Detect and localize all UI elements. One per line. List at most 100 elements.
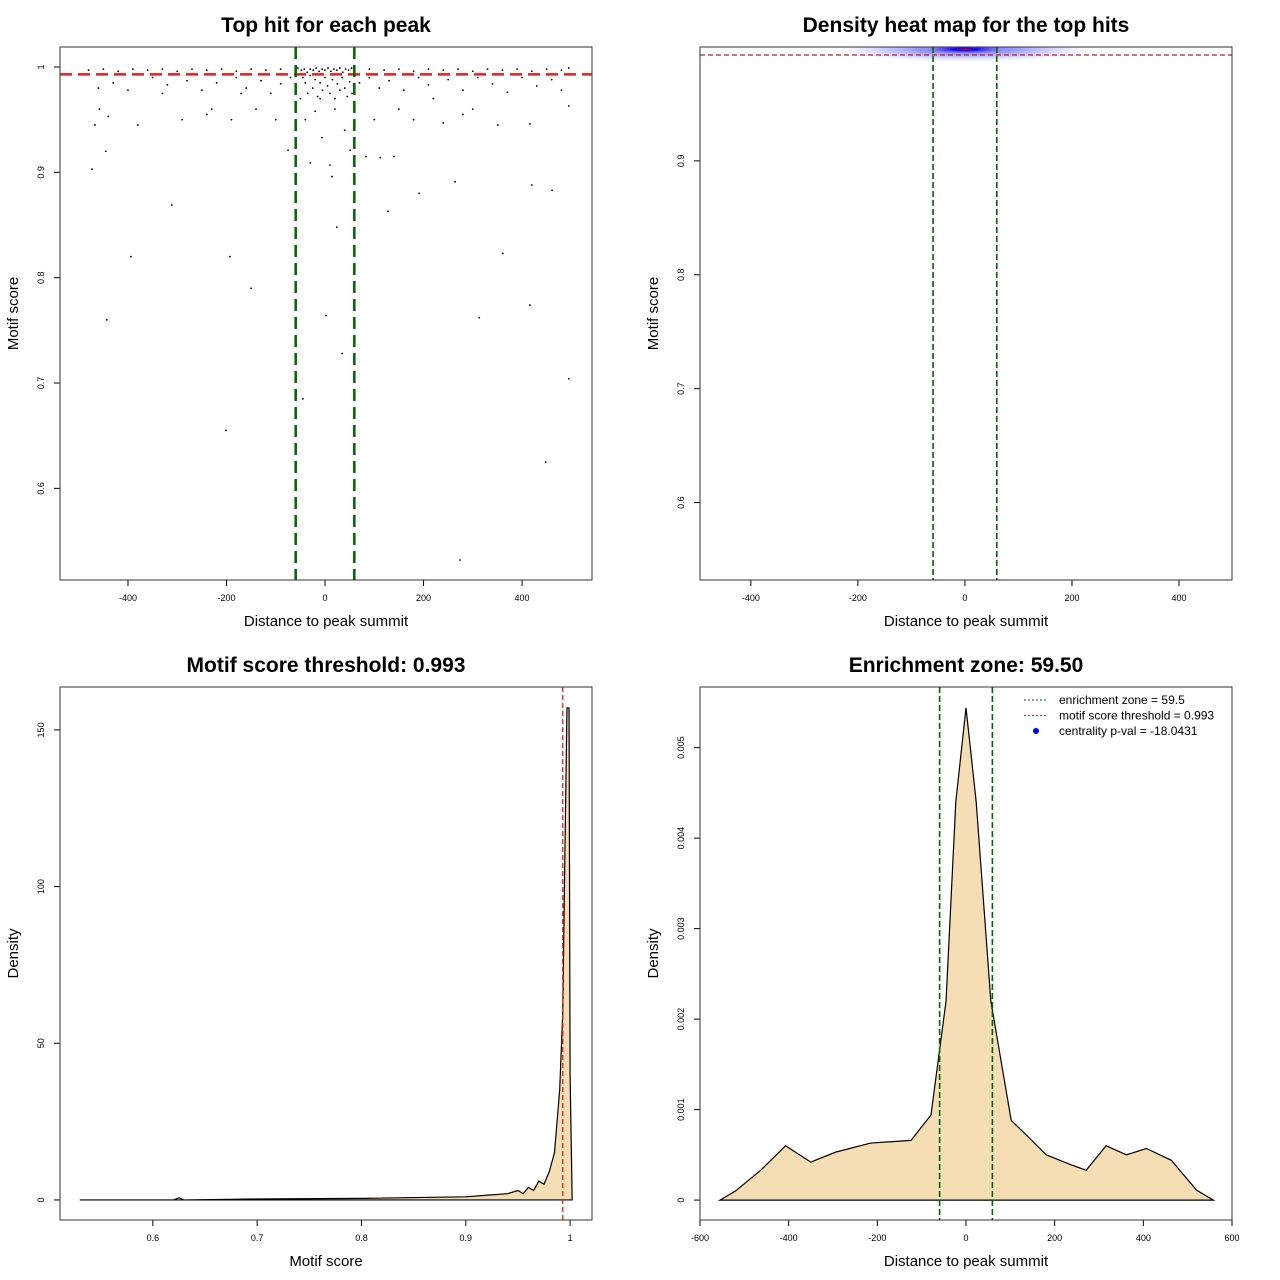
data-point <box>560 69 563 72</box>
data-point <box>412 70 415 73</box>
data-point <box>312 69 315 72</box>
data-point <box>112 81 115 84</box>
x-tick-label: 200 <box>416 593 431 603</box>
data-point <box>130 255 132 258</box>
y-tick-label: 0.8 <box>676 269 686 282</box>
data-point <box>309 68 312 71</box>
heat-peak <box>919 47 1010 55</box>
data-point <box>269 92 272 95</box>
data-point <box>329 164 331 166</box>
data-point <box>170 204 173 206</box>
data-point <box>567 67 570 69</box>
data-point <box>497 124 499 126</box>
legend-item: enrichment zone = 59.5 <box>1059 693 1185 707</box>
x-tick-label: 0.9 <box>460 1233 473 1243</box>
y-tick-label: 0.7 <box>36 377 46 390</box>
data-point <box>331 78 334 81</box>
x-tick-label: -400 <box>742 593 760 603</box>
data-point <box>265 69 267 72</box>
data-point <box>117 70 120 73</box>
data-point <box>97 87 100 89</box>
data-point <box>136 124 139 126</box>
data-point <box>347 69 350 72</box>
data-point <box>462 113 464 116</box>
y-tick-label: 0.9 <box>676 155 686 168</box>
x-tick-label: 200 <box>1047 1233 1062 1243</box>
data-point <box>358 81 361 84</box>
data-point <box>567 105 570 107</box>
y-axis-label: Motif score <box>645 277 662 350</box>
x-tick-label: 0.8 <box>355 1233 368 1243</box>
data-point <box>442 121 445 124</box>
y-tick-label: 0.003 <box>676 917 686 940</box>
data-point <box>368 68 371 71</box>
data-point <box>306 92 309 95</box>
data-point <box>486 68 489 71</box>
data-point <box>332 68 335 71</box>
data-point <box>311 87 314 89</box>
data-point <box>309 74 312 77</box>
plot-area <box>60 47 592 580</box>
x-tick-label: 200 <box>1064 593 1079 603</box>
data-point <box>379 156 382 159</box>
y-axis-label: Density <box>5 928 22 979</box>
data-point <box>91 168 93 171</box>
x-tick-label: 0 <box>323 593 328 603</box>
data-point <box>398 108 400 111</box>
density-curve <box>79 707 573 1201</box>
data-point <box>459 559 461 561</box>
y-tick-label: 0.7 <box>676 382 686 395</box>
data-point <box>235 70 238 73</box>
panel-p1: Top hit for each peak Distance to peak su… <box>5 14 593 630</box>
data-point <box>427 84 430 86</box>
data-point <box>501 252 504 255</box>
data-point <box>341 71 344 74</box>
data-point <box>365 155 367 158</box>
x-tick-label: -200 <box>868 1233 886 1243</box>
data-point <box>318 70 321 73</box>
data-point <box>299 97 302 100</box>
data-point <box>324 69 326 72</box>
x-tick-label: 400 <box>1171 593 1186 603</box>
data-point <box>368 76 371 79</box>
data-point <box>132 68 134 71</box>
data-point <box>200 89 203 92</box>
data-point <box>240 92 243 95</box>
data-point <box>454 180 456 183</box>
data-point <box>343 87 346 89</box>
data-point <box>94 124 96 126</box>
y-tick-label: 50 <box>36 1038 46 1048</box>
data-point <box>331 175 333 178</box>
data-point <box>545 68 548 71</box>
x-axis-label: Distance to peak summit <box>244 613 409 630</box>
data-point <box>516 68 519 71</box>
plot-area <box>717 687 1216 1220</box>
data-point <box>388 79 390 82</box>
data-point <box>186 79 188 82</box>
data-point <box>300 69 303 72</box>
data-point <box>521 76 523 79</box>
data-point <box>166 84 169 86</box>
data-point <box>304 81 307 84</box>
data-point <box>321 136 323 139</box>
data-point <box>378 87 381 89</box>
legend: enrichment zone = 59.5 motif score thresh… <box>1024 693 1214 738</box>
data-point <box>478 316 481 319</box>
chart-title: Top hit for each peak <box>221 14 431 37</box>
data-point <box>319 97 321 100</box>
data-point <box>501 69 504 72</box>
x-tick-label: 400 <box>1136 1233 1151 1243</box>
data-point <box>506 91 509 94</box>
plot-border <box>59 46 593 581</box>
data-point <box>560 89 563 92</box>
data-point <box>333 97 336 100</box>
data-point <box>383 69 386 72</box>
plot-border <box>699 686 1233 1221</box>
data-point <box>373 118 376 121</box>
data-point <box>442 69 445 72</box>
data-point <box>427 68 430 71</box>
data-point <box>550 78 553 81</box>
data-point <box>349 149 352 152</box>
x-tick-label: -400 <box>119 593 137 603</box>
data-point <box>476 76 479 79</box>
